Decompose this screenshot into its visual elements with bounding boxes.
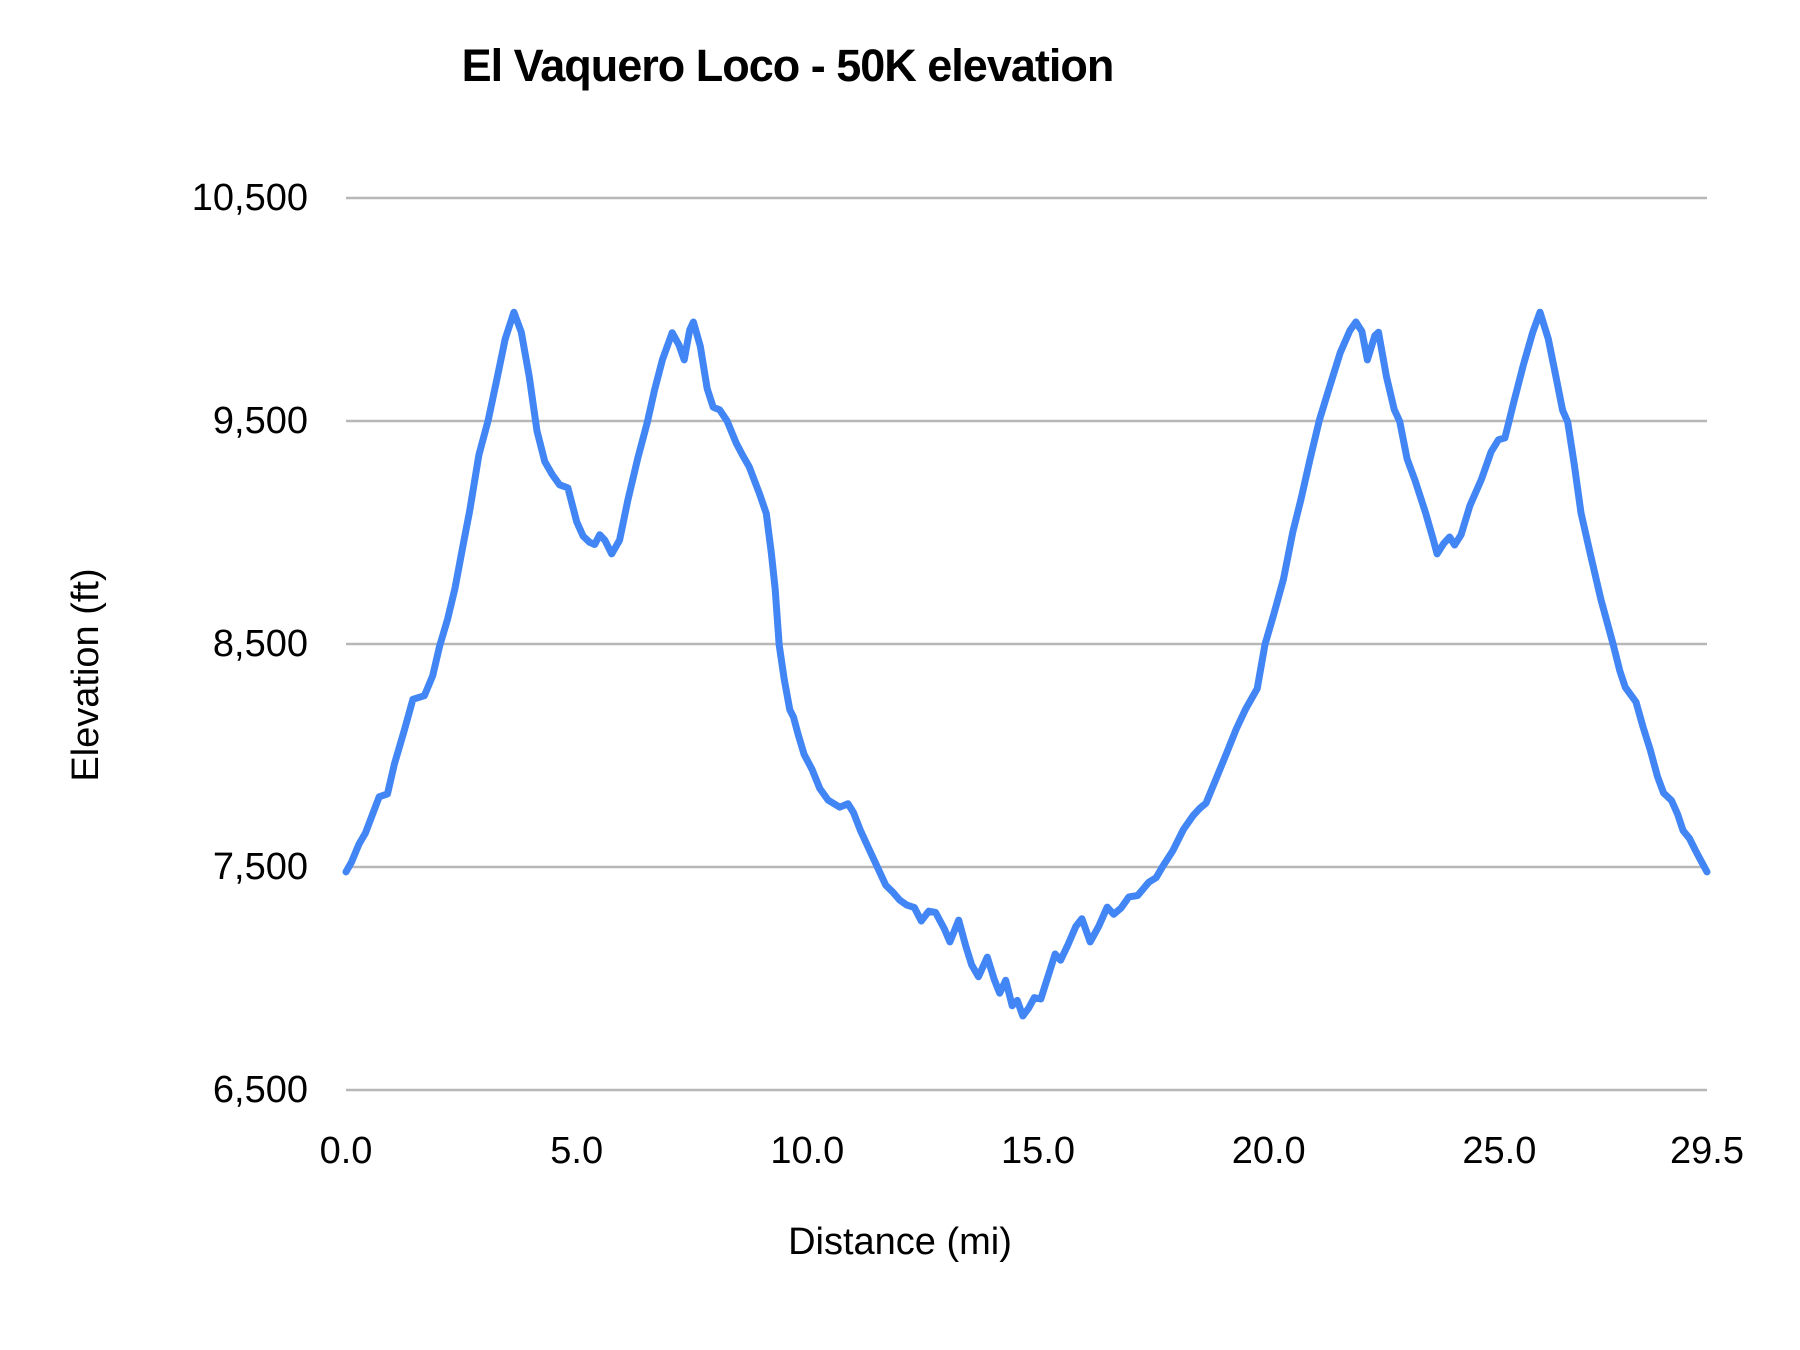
x-tick-label: 29.5 bbox=[1670, 1130, 1744, 1172]
elevation-line-series bbox=[342, 308, 1711, 1020]
y-tick-label: 8,500 bbox=[212, 623, 308, 665]
chart-title: El Vaquero Loco - 50K elevation bbox=[461, 40, 1115, 91]
y-tick-label: 6,500 bbox=[212, 1069, 308, 1111]
x-tick-label: 25.0 bbox=[1462, 1130, 1537, 1172]
x-tick-label: 20.0 bbox=[1231, 1130, 1306, 1172]
y-tick-label: 10,500 bbox=[191, 177, 308, 219]
x-tick-label: 5.0 bbox=[550, 1130, 604, 1172]
x-tick-label: 10.0 bbox=[770, 1130, 845, 1172]
x-tick-label: 0.0 bbox=[319, 1130, 373, 1172]
y-tick-label: 7,500 bbox=[212, 846, 308, 888]
x-tick-label: 15.0 bbox=[1001, 1130, 1076, 1172]
x-axis-title: Distance (mi) bbox=[788, 1221, 1012, 1263]
y-tick-label: 9,500 bbox=[212, 400, 308, 442]
